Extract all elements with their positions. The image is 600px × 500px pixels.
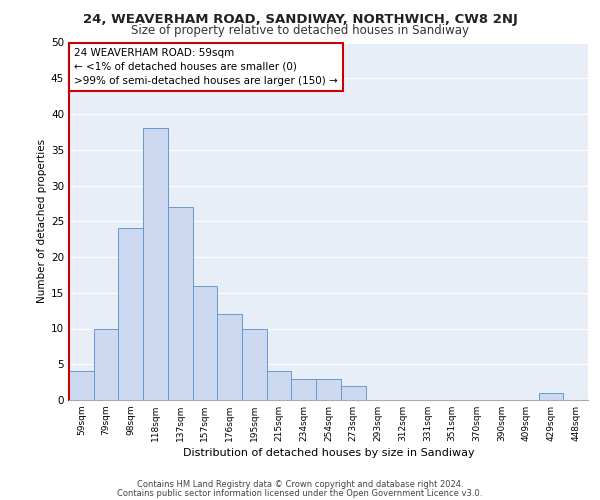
Text: Size of property relative to detached houses in Sandiway: Size of property relative to detached ho… [131, 24, 469, 37]
X-axis label: Distribution of detached houses by size in Sandiway: Distribution of detached houses by size … [182, 448, 475, 458]
Text: 24, WEAVERHAM ROAD, SANDIWAY, NORTHWICH, CW8 2NJ: 24, WEAVERHAM ROAD, SANDIWAY, NORTHWICH,… [83, 12, 517, 26]
Bar [118, 228, 143, 400]
Bar [539, 393, 563, 400]
Text: Contains public sector information licensed under the Open Government Licence v3: Contains public sector information licen… [118, 488, 482, 498]
Y-axis label: Number of detached properties: Number of detached properties [37, 139, 47, 304]
Bar [143, 128, 168, 400]
Bar [94, 328, 118, 400]
Bar [217, 314, 242, 400]
Bar [242, 328, 267, 400]
Bar [267, 372, 292, 400]
Bar [168, 207, 193, 400]
Bar [316, 378, 341, 400]
Bar [292, 378, 316, 400]
Text: 24 WEAVERHAM ROAD: 59sqm
← <1% of detached houses are smaller (0)
>99% of semi-d: 24 WEAVERHAM ROAD: 59sqm ← <1% of detach… [74, 48, 338, 86]
Bar [193, 286, 217, 400]
Bar [341, 386, 365, 400]
Bar [69, 372, 94, 400]
Text: Contains HM Land Registry data © Crown copyright and database right 2024.: Contains HM Land Registry data © Crown c… [137, 480, 463, 489]
